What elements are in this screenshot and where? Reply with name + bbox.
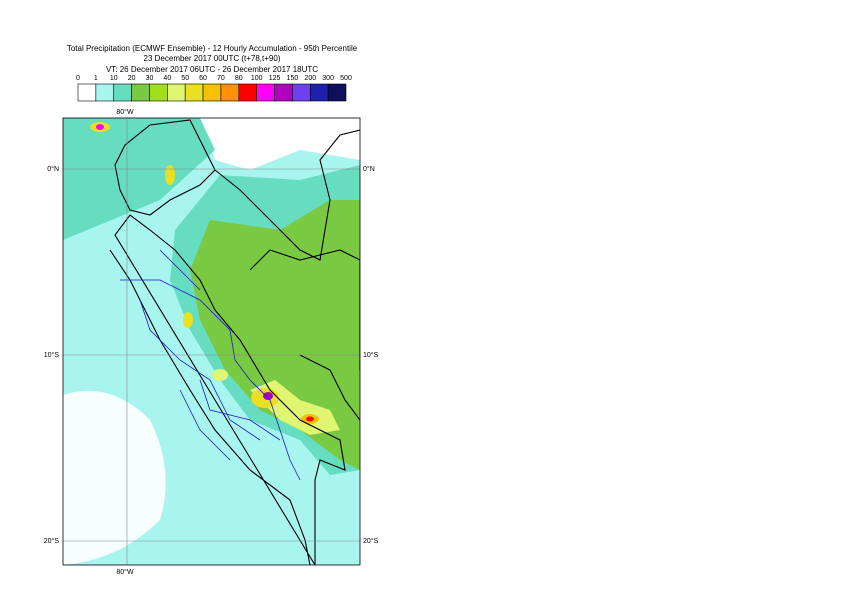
dry-area — [200, 118, 360, 170]
legend-label: 500 — [340, 75, 352, 82]
lat-label: 10°S — [44, 351, 60, 359]
lat-label: 10°S — [363, 351, 379, 359]
legend-label: 50 — [181, 75, 189, 82]
legend-label: 1 — [94, 75, 98, 82]
legend-swatch — [95, 83, 115, 102]
lon-label: 80°W — [116, 568, 134, 576]
precip-area — [190, 200, 360, 470]
legend-label: 10 — [110, 75, 118, 82]
legend-swatch — [292, 83, 311, 102]
legend-swatch — [309, 83, 329, 102]
precip-area — [212, 369, 228, 381]
precip-area — [306, 416, 314, 422]
precip-area — [183, 312, 193, 328]
legend-swatch — [77, 83, 97, 102]
legend-label: 100 — [251, 75, 263, 82]
legend-swatch — [327, 83, 347, 102]
lat-label: 20°S — [363, 537, 379, 545]
title-line: VT: 26 December 2017 06UTC - 26 December… — [106, 65, 318, 74]
legend-label: 300 — [322, 75, 334, 82]
legend-label: 80 — [235, 75, 243, 82]
legend-label: 125 — [269, 75, 281, 82]
region-borders — [120, 249, 301, 481]
legend-label: 0 — [76, 75, 80, 82]
legend-label: 20 — [128, 75, 136, 82]
legend-swatch — [238, 83, 257, 102]
legend-swatch — [167, 83, 186, 102]
precip-area — [63, 118, 215, 240]
legend-swatch — [220, 83, 240, 102]
legend-label: 200 — [304, 75, 316, 82]
title-line: 23 December 2017 00UTC (t+78,t+90) — [144, 54, 281, 63]
legend-swatch — [274, 83, 293, 102]
map-frame — [62, 117, 361, 566]
legend-swatch — [256, 83, 275, 102]
legend-swatch — [149, 83, 168, 102]
borders — [109, 119, 360, 565]
map — [63, 118, 360, 565]
legend-label: 40 — [163, 75, 171, 82]
lat-label: 20°S — [44, 537, 60, 545]
legend-label: 60 — [199, 75, 207, 82]
color-legend: 0 1 10 20 30 40 50 60 70 80 100 125 150 200 300 500 — [76, 75, 352, 102]
dry-area — [63, 390, 166, 565]
lat-label: 0°N — [363, 165, 375, 173]
legend-swatch — [131, 83, 150, 102]
precip-area — [96, 124, 104, 130]
legend-label: 70 — [217, 75, 225, 82]
legend-label: 150 — [287, 75, 299, 82]
legend-swatch — [113, 83, 132, 102]
precip-area — [263, 392, 273, 400]
legend-swatch — [202, 83, 222, 102]
title-line: Total Precipitation (ECMWF Ensemble) - 1… — [67, 44, 358, 53]
lat-label: 0°N — [47, 165, 59, 173]
lon-label: 80°W — [116, 108, 134, 116]
legend-label: 30 — [146, 75, 154, 82]
legend-swatch — [184, 83, 204, 102]
precip-area — [165, 165, 175, 185]
